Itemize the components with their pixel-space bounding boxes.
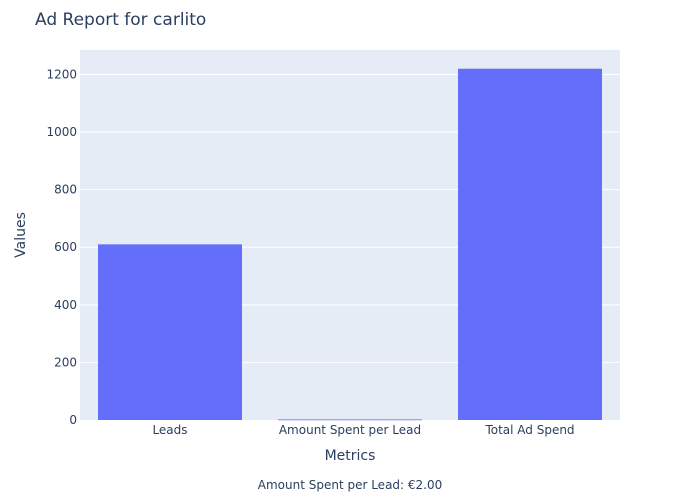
chart-annotation: Amount Spent per Lead: €2.00 (258, 478, 443, 492)
x-axis-title: Metrics (325, 448, 376, 464)
y-tick-label: 1000 (46, 125, 77, 139)
bars (98, 68, 602, 421)
chart-title: Ad Report for carlito (35, 10, 206, 30)
y-tick-label: 600 (54, 240, 77, 254)
x-axis-ticks: Leads Amount Spent per Lead Total Ad Spend (152, 423, 574, 437)
y-tick-label: 400 (54, 298, 77, 312)
x-tick-label: Total Ad Spend (484, 423, 574, 437)
y-tick-label: 200 (54, 355, 77, 369)
y-tick-label: 0 (69, 413, 77, 427)
y-axis-ticks: 0 200 400 600 800 1000 1200 (46, 67, 77, 427)
y-tick-label: 800 (54, 183, 77, 197)
x-tick-label: Leads (152, 423, 187, 437)
x-tick-label: Amount Spent per Lead (279, 423, 421, 437)
bar-amount-spent-per-lead (278, 419, 422, 421)
bar-total-ad-spend (458, 68, 602, 421)
y-tick-label: 1200 (46, 67, 77, 81)
y-axis-title: Values (13, 212, 29, 258)
bar-leads (98, 244, 242, 420)
